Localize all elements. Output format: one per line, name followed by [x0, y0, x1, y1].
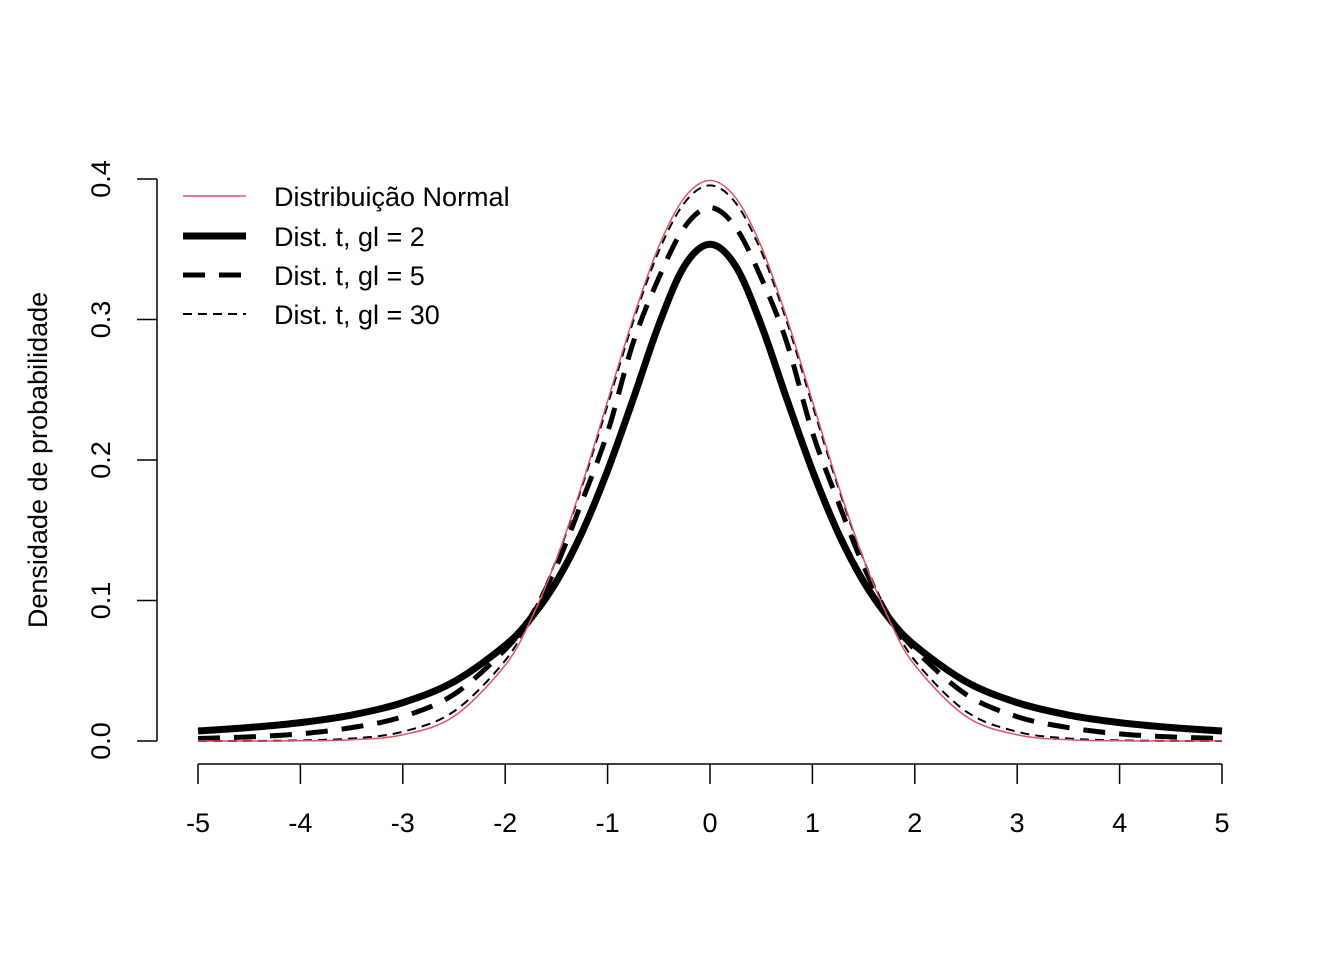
x-axis: -5 -4 -3 -2 -1 0 1 2 3 4 5 — [186, 763, 1230, 838]
series-line-1 — [197, 240, 1223, 735]
series-line-3 — [197, 184, 1223, 742]
x-tick-label: 4 — [1112, 808, 1127, 838]
legend-label: Dist. t, gl = 30 — [274, 300, 440, 330]
series-layer — [197, 179, 1223, 742]
legend-label: Dist. t, gl = 5 — [274, 261, 425, 291]
x-tick-label: 0 — [702, 808, 717, 838]
x-tick-label: -5 — [186, 808, 210, 838]
x-tick-label: -1 — [596, 808, 620, 838]
x-tick-label: 1 — [805, 808, 820, 838]
y-axis-title: Densidade de probabilidade — [23, 292, 53, 628]
legend-label: Distribuição Normal — [274, 182, 510, 212]
x-tick-label: -3 — [391, 808, 415, 838]
y-tick-label: 0.1 — [86, 582, 116, 620]
y-axis: 0.0 0.1 0.2 0.3 0.4 — [86, 160, 158, 760]
x-tick-label: 2 — [907, 808, 922, 838]
y-tick-label: 0.3 — [86, 301, 116, 339]
x-tick-label: 5 — [1214, 808, 1229, 838]
x-tick-label: 3 — [1010, 808, 1025, 838]
x-tick-label: -2 — [493, 808, 517, 838]
x-tick-label: -4 — [288, 808, 312, 838]
y-tick-label: 0.0 — [86, 722, 116, 760]
y-tick-label: 0.2 — [86, 441, 116, 479]
series-line-2 — [197, 205, 1223, 741]
legend-label: Dist. t, gl = 2 — [274, 222, 425, 252]
y-tick-label: 0.4 — [86, 160, 116, 198]
legend: Distribuição Normal Dist. t, gl = 2 Dist. … — [183, 182, 510, 330]
series-line-0 — [197, 179, 1223, 742]
